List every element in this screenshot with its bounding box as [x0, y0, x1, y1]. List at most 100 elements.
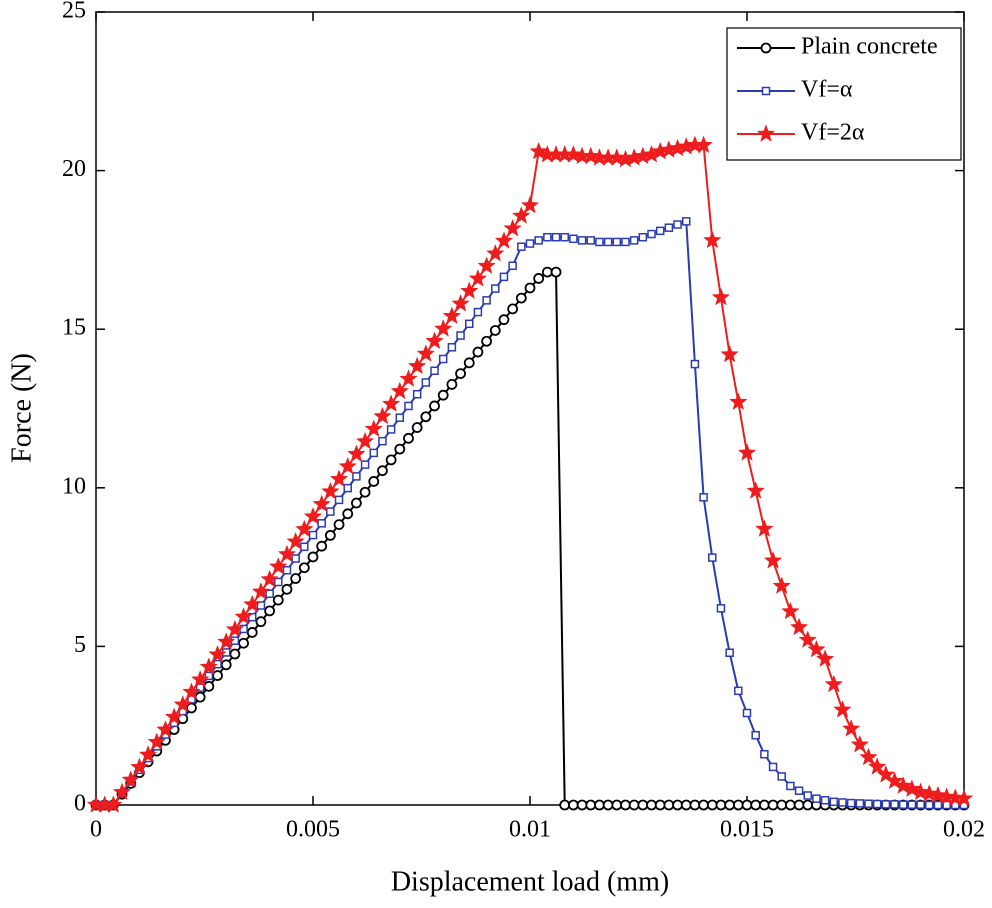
- data-point: [672, 799, 683, 811]
- y-axis-label: Force (N): [6, 353, 37, 463]
- y-tick-label: 15: [62, 315, 86, 341]
- data-point: [933, 800, 943, 810]
- data-point: [881, 800, 891, 809]
- data-point: [199, 657, 219, 675]
- data-point: [246, 627, 258, 638]
- data-point: [864, 799, 873, 808]
- data-point: [741, 799, 753, 811]
- data-point: [698, 799, 709, 811]
- data-point: [829, 797, 839, 807]
- data-point: [576, 799, 588, 811]
- data-point: [481, 335, 493, 347]
- data-point: [265, 589, 274, 598]
- data-point: [260, 569, 279, 588]
- data-point: [308, 530, 318, 540]
- data-point: [359, 486, 371, 498]
- data-point: [508, 261, 517, 271]
- data-point: [841, 719, 861, 737]
- data-point: [559, 799, 571, 811]
- data-point: [543, 232, 552, 242]
- data-point: [429, 400, 440, 412]
- data-point: [286, 532, 305, 550]
- data-point: [898, 800, 908, 809]
- data-point: [520, 195, 540, 214]
- data-point: [902, 779, 922, 797]
- data-point: [768, 762, 778, 772]
- data-point: [824, 674, 844, 693]
- data-point: [720, 344, 739, 363]
- data-point: [451, 294, 470, 312]
- data-point: [437, 389, 449, 401]
- y-tick-label: 10: [62, 473, 86, 499]
- data-point: [282, 566, 292, 575]
- data-point: [317, 519, 326, 528]
- data-point: [350, 497, 362, 509]
- data-point: [859, 747, 878, 766]
- y-tick-label: 5: [74, 632, 86, 658]
- data-point: [777, 772, 786, 781]
- data-point: [820, 795, 830, 805]
- data-point: [290, 573, 302, 584]
- data-point: [595, 237, 604, 247]
- data-point: [911, 782, 930, 801]
- y-tick-label: 0: [74, 791, 86, 817]
- data-point: [607, 148, 627, 166]
- data-point: [781, 601, 800, 620]
- data-point: [732, 799, 744, 811]
- data-point: [130, 757, 149, 776]
- data-point: [529, 141, 548, 160]
- data-point: [343, 483, 352, 493]
- data-point: [390, 381, 410, 400]
- data-point: [403, 432, 414, 444]
- data-point: [541, 266, 553, 278]
- data-point: [793, 799, 805, 811]
- data-point: [550, 266, 562, 278]
- data-point: [456, 331, 465, 340]
- data-point: [385, 454, 397, 466]
- data-point: [234, 607, 253, 625]
- data-point: [699, 493, 708, 502]
- data-point: [673, 220, 682, 229]
- data-point: [798, 630, 818, 648]
- data-point: [377, 465, 388, 477]
- data-point: [368, 476, 380, 487]
- data-point: [708, 553, 717, 562]
- data-point: [298, 562, 310, 574]
- data-point: [277, 544, 297, 563]
- data-point: [220, 659, 232, 671]
- data-point: [568, 799, 579, 811]
- data-point: [812, 794, 821, 803]
- data-point: [706, 799, 718, 811]
- x-tick-label: 0: [90, 817, 102, 843]
- series-line: [96, 271, 964, 806]
- data-point: [373, 406, 392, 425]
- x-tick-label: 0.01: [509, 817, 551, 843]
- data-point: [737, 443, 757, 461]
- data-point: [925, 800, 934, 810]
- data-point: [324, 529, 336, 541]
- data-point: [760, 749, 769, 759]
- data-point: [338, 456, 357, 475]
- data-point: [447, 343, 457, 352]
- data-point: [551, 232, 561, 242]
- data-point: [463, 357, 475, 369]
- data-point: [742, 708, 752, 718]
- data-point: [386, 425, 396, 434]
- data-point: [352, 472, 361, 481]
- data-point: [251, 582, 271, 600]
- data-point: [138, 745, 158, 763]
- data-point: [416, 344, 436, 362]
- data-point: [655, 226, 665, 236]
- data-point: [316, 540, 328, 552]
- data-point: [486, 243, 505, 262]
- data-point: [767, 799, 779, 811]
- data-point: [594, 799, 605, 811]
- data-point: [190, 669, 210, 688]
- data-point: [455, 368, 466, 380]
- data-point: [173, 695, 193, 713]
- data-point: [355, 431, 375, 450]
- data-point: [954, 788, 974, 807]
- data-point: [204, 671, 214, 681]
- data-point: [716, 604, 726, 613]
- legend-marker: [756, 124, 776, 142]
